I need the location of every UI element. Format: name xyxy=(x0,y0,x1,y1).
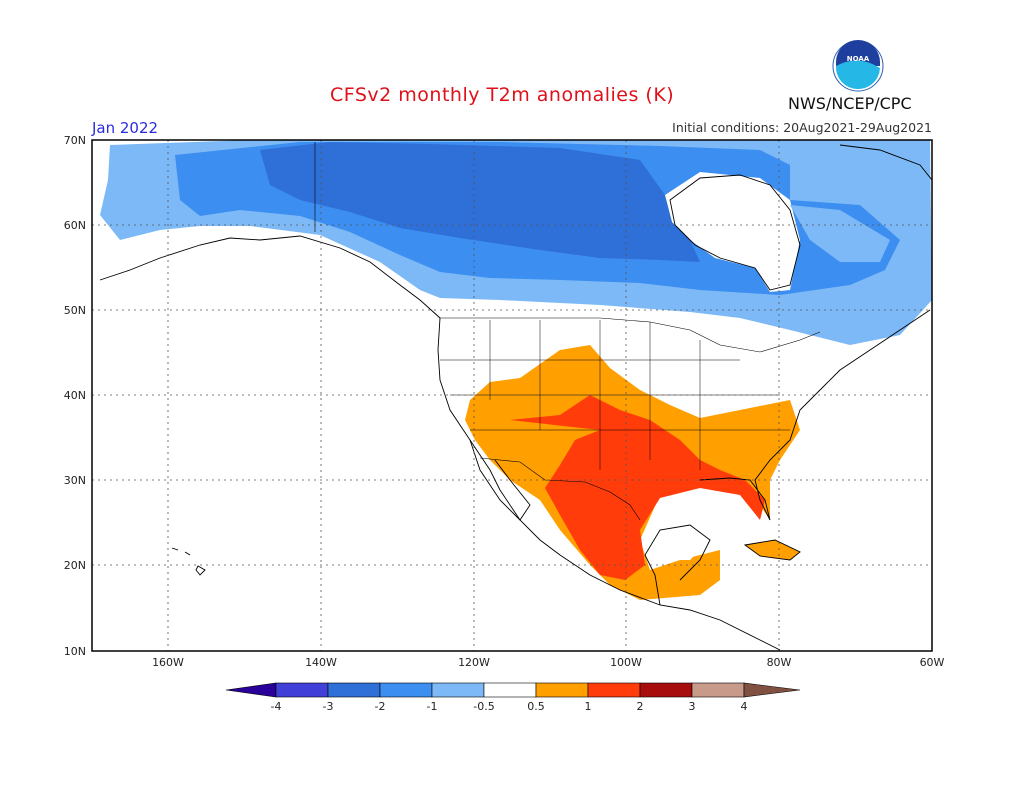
lon-label: 100W xyxy=(610,656,642,669)
forecast-month: Jan 2022 xyxy=(92,119,159,137)
cold-region-strong xyxy=(260,142,700,262)
legend-tick-label: 0.5 xyxy=(527,700,545,713)
warm-region-strong xyxy=(510,395,765,580)
legend-bin xyxy=(535,682,589,698)
lat-label: 20N xyxy=(64,559,86,572)
legend-tick-label: -1 xyxy=(427,700,438,713)
lat-label: 40N xyxy=(64,389,86,402)
lon-label: 160W xyxy=(152,656,184,669)
legend-bin xyxy=(379,682,433,698)
map-title: CFSv2 monthly T2m anomalies (K) xyxy=(330,84,675,106)
yucatan-no-anomaly xyxy=(650,522,705,560)
lat-label: 70N xyxy=(64,134,86,147)
lon-label: 140W xyxy=(305,656,337,669)
lat-label: 30N xyxy=(64,474,86,487)
legend-bin xyxy=(587,682,641,698)
legend-tick-label: 3 xyxy=(689,700,696,713)
coastline-baja xyxy=(469,439,531,521)
coastline-hudson-bay xyxy=(669,174,801,291)
agency-label: NWS/NCEP/CPC xyxy=(788,94,912,113)
legend-bin xyxy=(327,682,381,698)
boundary-us-canada xyxy=(440,317,821,353)
labrador-patch xyxy=(790,205,890,262)
lat-label: 10N xyxy=(64,645,86,658)
coastline-greenland xyxy=(839,144,932,181)
initial-conditions: Initial conditions: 20Aug2021-29Aug2021 xyxy=(672,120,932,135)
legend-tick-label: -2 xyxy=(375,700,386,713)
legend-bin xyxy=(225,682,277,698)
legend-tick-label: 2 xyxy=(637,700,644,713)
legend-tick-label: 1 xyxy=(585,700,592,713)
map-frame xyxy=(91,139,933,652)
legend-bin xyxy=(639,682,693,698)
color-legend: -4 -3 -2 -1 -0.5 0.5 1 2 3 4 xyxy=(225,682,801,713)
longitude-labels: 160W 140W 120W 100W 80W 60W xyxy=(152,656,944,669)
coastline-hawaii xyxy=(171,547,206,576)
coastline-north-america xyxy=(99,235,931,651)
legend-bin xyxy=(431,682,485,698)
legend-tick-label: 4 xyxy=(741,700,748,713)
legend-tick-label: -0.5 xyxy=(473,700,494,713)
legend-tick-label: -3 xyxy=(323,700,334,713)
lon-label: 80W xyxy=(767,656,792,669)
coastline-cuba xyxy=(743,539,801,561)
legend-bin xyxy=(743,682,801,698)
lat-label: 50N xyxy=(64,304,86,317)
anomaly-field xyxy=(92,140,932,651)
legend-bin xyxy=(691,682,745,698)
boundary-us-mexico xyxy=(479,457,641,521)
logo-text: NOAA xyxy=(847,55,870,63)
noaa-logo-icon: NOAA xyxy=(832,40,884,92)
graticule xyxy=(92,140,932,651)
hudson-bay-no-anomaly xyxy=(665,172,800,292)
legend-bin xyxy=(483,682,537,698)
legend-tick-label: -4 xyxy=(271,700,282,713)
lat-label: 60N xyxy=(64,219,86,232)
lon-label: 60W xyxy=(920,656,945,669)
legend-bin xyxy=(275,682,329,698)
lon-label: 120W xyxy=(458,656,490,669)
latitude-labels: 70N 60N 50N 40N 30N 20N 10N xyxy=(64,134,86,658)
